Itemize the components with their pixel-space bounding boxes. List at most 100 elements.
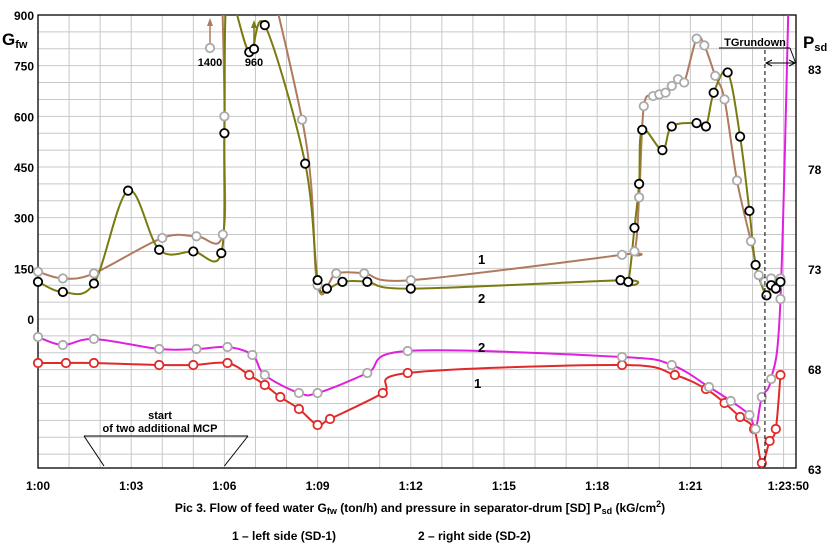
data-point-gfw-1: [219, 111, 230, 122]
data-point-gfw-2: [691, 117, 702, 129]
data-point-gfw-2: [666, 121, 677, 132]
data-point-psd-2: [88, 333, 100, 345]
chart-caption: Pic 3. Flow of feed water Gfw (ton/h) an…: [175, 499, 665, 516]
data-point-gfw-1: [699, 40, 710, 51]
data-point-gfw-2: [722, 67, 733, 78]
data-point-gfw-2: [634, 178, 645, 189]
peak-marker-960: [248, 43, 260, 55]
data-point-gfw-1: [719, 94, 730, 105]
x-tick-label: 1:21: [678, 479, 702, 493]
data-point-gfw-2: [216, 248, 227, 259]
data-point-psd-2: [32, 331, 44, 343]
data-point-gfw-1: [660, 87, 671, 98]
data-point-gfw-2: [188, 246, 199, 257]
data-point-gfw-1: [666, 80, 677, 92]
x-tick-label: 1:23:50: [768, 479, 810, 493]
data-point-gfw-1: [359, 268, 370, 279]
data-point-gfw-1: [679, 77, 690, 88]
data-point-gfw-2: [700, 121, 712, 132]
data-point-gfw-1: [753, 269, 764, 281]
data-point-psd-2: [725, 395, 736, 407]
axis-ticks: 0 150 300 450 600 750 900 63 68 73 78 83 1:00 1:03 1:0…: [14, 9, 822, 493]
data-point-psd-1: [259, 379, 270, 391]
x-tick-label: 1:18: [585, 479, 609, 493]
x-tick-label: 1:03: [119, 479, 143, 493]
left-tick-label: 0: [27, 313, 34, 327]
x-tick-label: 1:06: [212, 479, 236, 493]
data-point-gfw-2: [734, 131, 746, 142]
x-tick-label: 1:12: [399, 479, 423, 493]
data-point-psd-1: [88, 357, 100, 369]
data-point-psd-2: [247, 349, 258, 361]
series-line-gfw-1: [38, 15, 782, 296]
data-point-gfw-2: [57, 286, 68, 298]
data-point-gfw-1: [296, 114, 308, 125]
series-markers: [32, 20, 786, 469]
data-point-psd-1: [60, 357, 72, 369]
data-point-gfw-2: [761, 290, 772, 301]
data-point-gfw-2: [744, 205, 755, 217]
data-point-psd-1: [32, 357, 44, 369]
right-tick-label: 63: [808, 463, 822, 477]
peak-label-960: 960: [245, 57, 263, 69]
data-point-psd-1: [756, 457, 767, 469]
data-point-gfw-2: [32, 276, 44, 287]
data-point-psd-2: [154, 343, 165, 355]
data-point-psd-1: [222, 357, 233, 369]
tg-rundown-arrow-right: [788, 59, 797, 67]
mcp-bracket-right: [224, 435, 249, 467]
data-point-psd-1: [377, 387, 388, 399]
data-point-psd-2: [362, 367, 373, 379]
data-point-gfw-2: [750, 259, 761, 271]
mcp-start-label-2: of two additional MCP: [103, 423, 218, 435]
data-point-gfw-2: [405, 283, 416, 294]
data-point-psd-1: [244, 369, 255, 381]
grid-lines: [37, 14, 797, 469]
data-point-psd-2: [750, 423, 761, 435]
left-tick-label: 600: [14, 110, 34, 124]
data-point-gfw-1: [616, 249, 628, 260]
tg-rundown-pointer: [789, 47, 797, 65]
left-axis-title: Gfw: [2, 30, 28, 51]
data-point-psd-1: [154, 359, 165, 371]
data-point-psd-2: [57, 339, 68, 351]
data-point-psd-2: [744, 409, 755, 421]
peak-arrow-1400-head: [207, 18, 213, 26]
data-point-gfw-2: [362, 276, 373, 287]
data-point-gfw-2: [775, 276, 786, 287]
data-point-psd-2: [191, 343, 202, 355]
data-point-gfw-2: [259, 20, 270, 31]
data-point-gfw-1: [32, 266, 44, 277]
legend-left-side: 1 – left side (SD-1): [232, 529, 336, 543]
right-tick-label: 68: [808, 363, 822, 377]
data-point-psd-1: [775, 369, 786, 381]
right-tick-label: 83: [808, 63, 822, 77]
data-point-gfw-1: [57, 273, 68, 284]
data-point-psd-1: [764, 435, 775, 447]
data-point-psd-2: [756, 391, 767, 403]
data-point-gfw-2: [770, 283, 781, 294]
left-tick-label: 750: [14, 60, 34, 74]
flow-series-label-2: 2: [478, 291, 485, 306]
data-point-gfw-2: [623, 276, 634, 287]
data-point-psd-1: [324, 413, 336, 425]
data-point-gfw-1: [88, 268, 100, 279]
data-point-psd-2: [222, 341, 233, 353]
data-point-gfw-1: [157, 232, 168, 244]
tg-rundown-arrow-left: [764, 59, 773, 67]
pressure-series-label-2: 2: [478, 340, 485, 355]
data-point-psd-1: [669, 369, 680, 381]
data-point-gfw-1: [217, 229, 228, 240]
data-point-psd-2: [666, 359, 677, 371]
x-tick-label: 1:15: [492, 479, 516, 493]
data-point-psd-2: [402, 345, 413, 357]
pressure-series-label-1: 1: [474, 376, 481, 391]
data-point-gfw-1: [710, 70, 721, 81]
data-point-psd-2: [259, 369, 270, 381]
legend-right-side: 2 – right side (SD-2): [418, 529, 531, 543]
data-point-psd-2: [766, 373, 777, 385]
peak-arrow-960-head: [251, 20, 257, 28]
peak-label-1400: 1400: [198, 57, 222, 69]
data-point-gfw-2: [300, 158, 311, 169]
